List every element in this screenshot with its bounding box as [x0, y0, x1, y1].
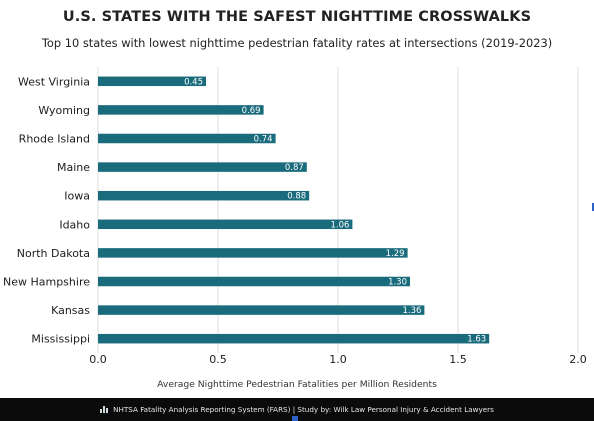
source-footer: NHTSA Fatality Analysis Reporting System… — [0, 398, 594, 421]
category-label: West Virginia — [18, 75, 90, 88]
x-tick-label: 0.0 — [89, 353, 107, 366]
source-text: NHTSA Fatality Analysis Reporting System… — [113, 405, 494, 414]
bar — [98, 105, 264, 115]
bar — [98, 305, 425, 315]
x-axis-label: Average Nighttime Pedestrian Fatalities … — [157, 379, 437, 390]
data-label: 1.30 — [388, 278, 407, 288]
data-label: 1.06 — [330, 220, 349, 230]
chart-subtitle: Top 10 states with lowest nighttime pede… — [41, 36, 553, 50]
bar — [98, 276, 410, 287]
data-label: 0.45 — [184, 77, 203, 87]
data-label: 1.63 — [467, 335, 486, 345]
bar — [98, 133, 276, 144]
data-label: 0.87 — [285, 163, 304, 173]
bar — [98, 162, 307, 172]
bar — [98, 76, 206, 87]
edge-marker — [592, 203, 594, 211]
category-label: North Dakota — [17, 247, 90, 260]
x-tick-label: 1.0 — [329, 353, 347, 366]
x-tick-label: 0.5 — [209, 353, 227, 366]
bar-chart: 0.0 0.5 1.0 1.5 2.0 West Virginia 0.45 Wyoming 0… — [3, 67, 587, 366]
category-label: New Hampshire — [3, 276, 90, 289]
bar-chart-icon — [100, 406, 109, 413]
category-label: Rhode Island — [19, 133, 90, 146]
data-label: 0.74 — [254, 135, 273, 145]
category-label: Mississippi — [31, 333, 90, 346]
data-label: 0.69 — [242, 106, 261, 116]
footer-marker — [292, 416, 298, 421]
data-label: 0.88 — [287, 192, 306, 202]
category-label: Idaho — [59, 218, 90, 231]
bar — [98, 190, 310, 201]
bar — [98, 219, 353, 230]
category-label: Wyoming — [38, 104, 90, 117]
bar — [98, 248, 408, 258]
category-label: Maine — [57, 161, 90, 174]
bar — [98, 333, 490, 344]
chart-title: U.S. STATES WITH THE SAFEST NIGHTTIME CR… — [62, 9, 532, 25]
category-label: Kansas — [51, 304, 90, 317]
data-label: 1.29 — [386, 249, 405, 259]
x-tick-label: 1.5 — [449, 353, 467, 366]
category-label: Iowa — [64, 190, 90, 203]
x-tick-label: 2.0 — [569, 353, 587, 366]
data-label: 1.36 — [402, 306, 421, 316]
